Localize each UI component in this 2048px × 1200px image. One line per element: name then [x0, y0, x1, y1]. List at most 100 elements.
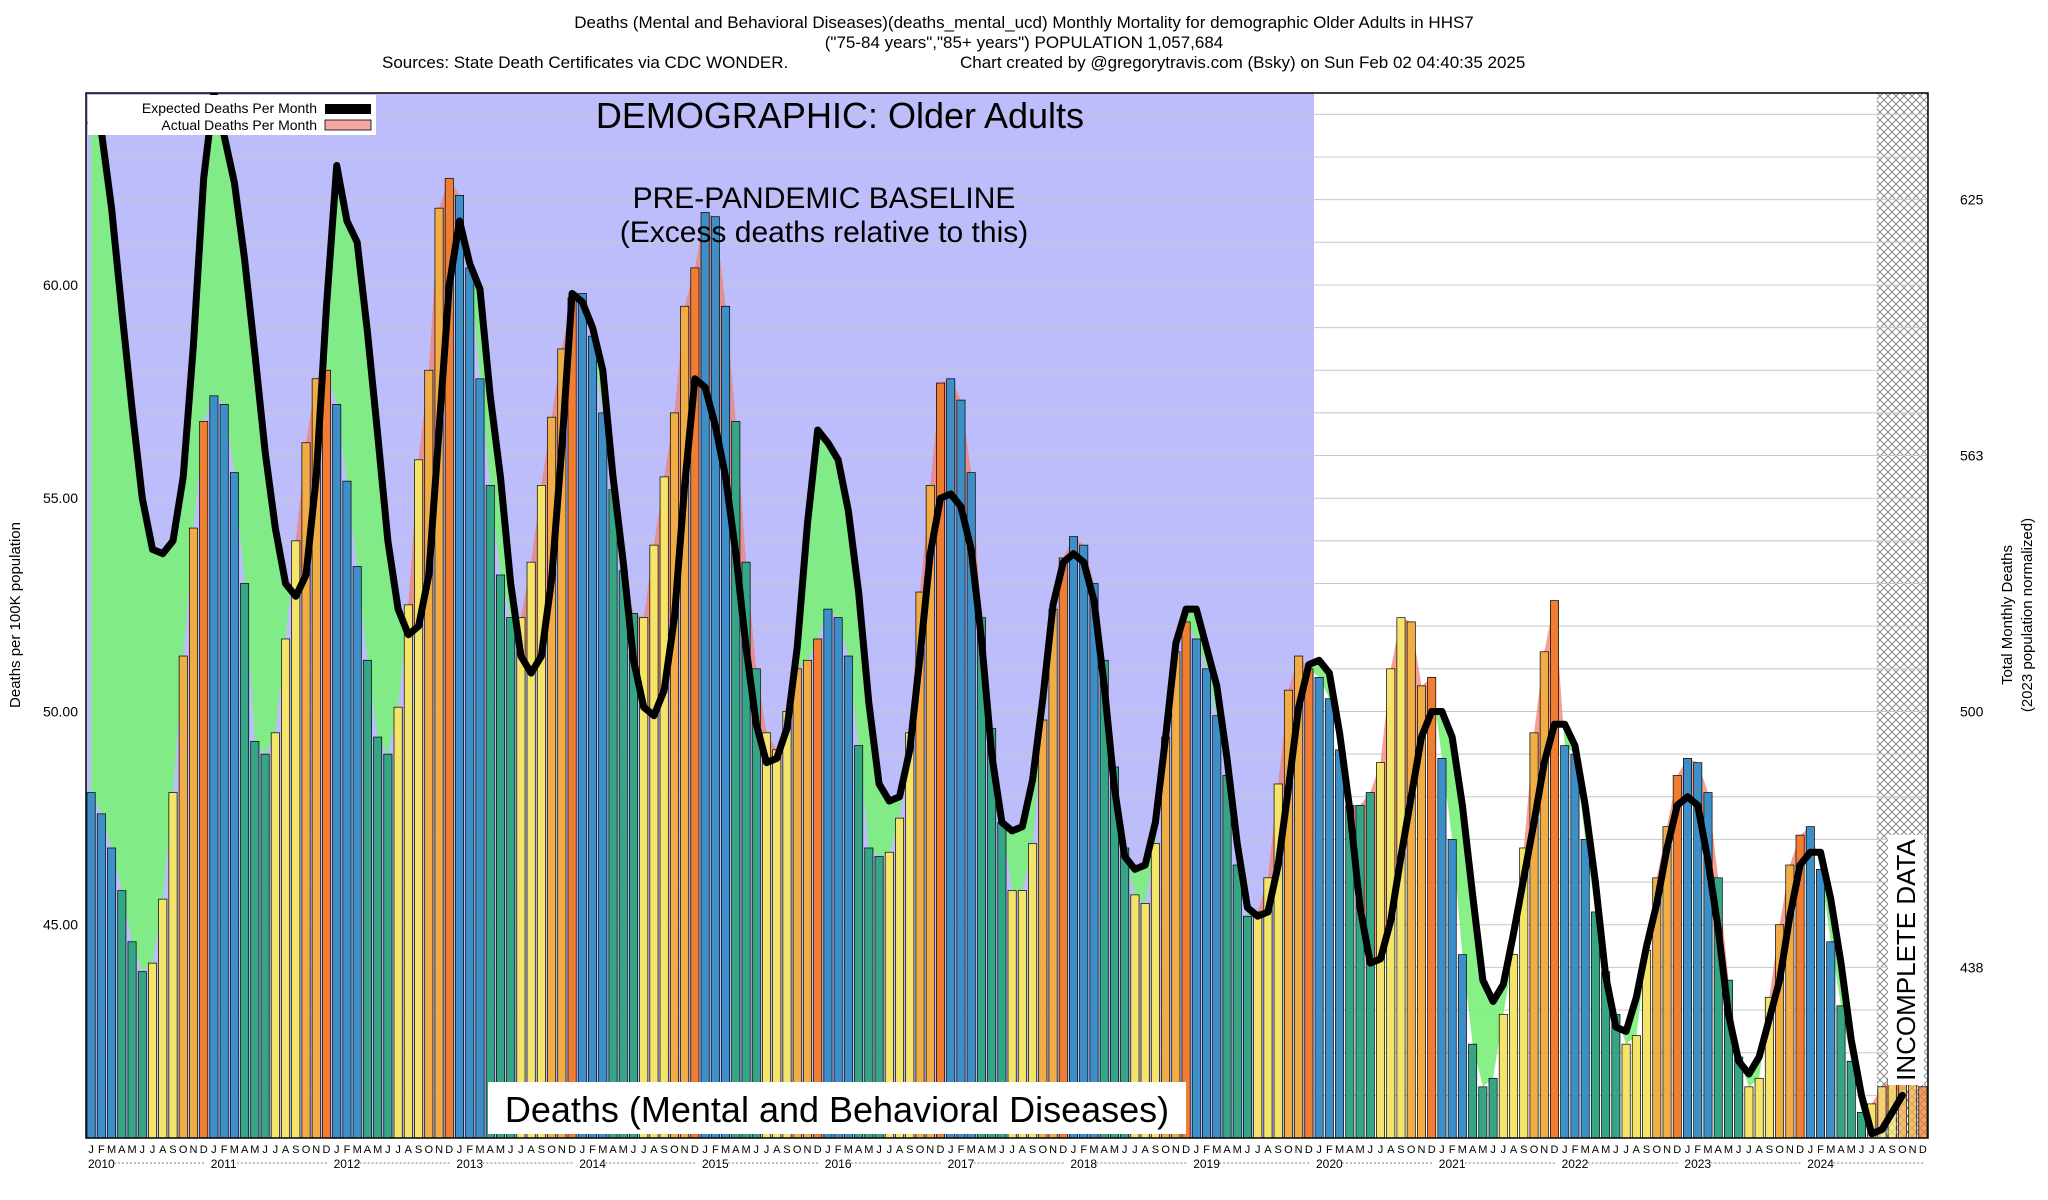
actual-bar: [209, 395, 219, 1138]
actual-bar: [1406, 621, 1416, 1138]
actual-bar: [1478, 1086, 1488, 1138]
x-tick-month-label: A: [1101, 1144, 1109, 1156]
x-tick-month-label: S: [169, 1144, 176, 1156]
x-tick-month-label: J: [1501, 1144, 1507, 1156]
actual-bar: [107, 847, 117, 1138]
actual-bar: [1427, 676, 1437, 1138]
actual-bar: [547, 416, 557, 1138]
actual-bar: [1857, 1112, 1866, 1138]
actual-bar: [1570, 753, 1580, 1138]
actual-bar: [322, 369, 331, 1138]
x-tick-month-label: O: [670, 1144, 679, 1156]
x-tick-month-label: S: [1643, 1144, 1650, 1156]
actual-bar: [117, 890, 127, 1138]
actual-bar: [260, 753, 270, 1138]
y-axis-right-label-line1: Total Monthly Deaths: [1999, 545, 2016, 685]
x-tick-month-label: M: [1581, 1144, 1590, 1156]
baseline-label-line2: (Excess deaths relative to this): [620, 216, 1029, 249]
actual-bar: [434, 207, 444, 1138]
actual-bar: [1703, 792, 1713, 1138]
actual-bar: [598, 412, 608, 1138]
x-tick-month-label: A: [487, 1144, 495, 1156]
x-tick-month-label: A: [773, 1144, 781, 1156]
x-tick-month-label: M: [475, 1144, 484, 1156]
x-tick-month-label: J: [631, 1144, 637, 1156]
actual-bar: [1273, 783, 1283, 1138]
x-tick-month-label: F: [466, 1144, 473, 1156]
actual-bar: [311, 378, 321, 1138]
y-tick-left-label: 55.00: [43, 490, 78, 506]
x-tick-month-label: J: [385, 1144, 391, 1156]
x-tick-month-label: J: [262, 1144, 268, 1156]
actual-bar: [1560, 745, 1570, 1138]
x-tick-month-label: N: [1540, 1144, 1548, 1156]
x-tick-month-label: J: [948, 1144, 954, 1156]
x-tick-month-label: M: [1478, 1144, 1487, 1156]
x-tick-month-label: S: [906, 1144, 913, 1156]
x-tick-month-label: N: [926, 1144, 934, 1156]
actual-bar: [1805, 826, 1815, 1138]
actual-bar: [659, 476, 669, 1138]
x-tick-month-label: F: [1080, 1144, 1087, 1156]
x-tick-month-label: J: [1613, 1144, 1619, 1156]
actual-bar: [966, 472, 976, 1138]
x-tick-month-label: N: [1909, 1144, 1917, 1156]
x-tick-month-label: O: [916, 1144, 925, 1156]
x-tick-month-label: A: [159, 1144, 167, 1156]
x-tick-year-label: 2024: [1807, 1157, 1834, 1171]
actual-bar: [1181, 621, 1191, 1138]
actual-bar: [588, 335, 598, 1138]
actual-bar: [649, 544, 659, 1138]
actual-bar: [751, 668, 761, 1138]
x-tick-month-label: J: [641, 1144, 647, 1156]
x-tick-month-label: D: [1919, 1144, 1927, 1156]
actual-bar: [925, 485, 935, 1138]
actual-bar: [1826, 941, 1836, 1138]
x-tick-month-label: A: [1633, 1144, 1641, 1156]
actual-bar: [1642, 949, 1652, 1138]
actual-bar: [680, 305, 690, 1138]
x-tick-month-label: M: [1110, 1144, 1119, 1156]
x-tick-year-label: 2012: [334, 1157, 361, 1171]
actual-bar: [219, 404, 229, 1138]
x-tick-month-label: A: [1878, 1144, 1886, 1156]
x-tick-month-label: J: [1132, 1144, 1138, 1156]
actual-bar: [168, 792, 178, 1138]
x-tick-month-label: J: [1009, 1144, 1015, 1156]
actual-bar: [1171, 651, 1181, 1138]
actual-bar: [362, 659, 372, 1138]
x-tick-year-label: 2011: [211, 1157, 237, 1171]
x-tick-month-label: J: [876, 1144, 882, 1156]
x-tick-month-label: A: [1837, 1144, 1845, 1156]
x-tick-month-label: N: [558, 1144, 566, 1156]
x-tick-month-label: J: [1194, 1144, 1200, 1156]
x-tick-month-label: F: [1817, 1144, 1824, 1156]
actual-bar: [1672, 775, 1682, 1138]
actual-bar: [506, 617, 516, 1138]
x-tick-year-label: 2016: [825, 1157, 852, 1171]
x-tick-month-label: D: [568, 1144, 576, 1156]
actual-bar: [1652, 877, 1662, 1138]
actual-bar: [915, 591, 925, 1138]
actual-bar: [96, 813, 106, 1138]
x-tick-month-label: M: [598, 1144, 607, 1156]
x-tick-month-label: A: [241, 1144, 249, 1156]
x-tick-month-label: D: [200, 1144, 208, 1156]
actual-bar: [1631, 1035, 1641, 1138]
actual-bar: [1457, 954, 1467, 1138]
actual-bar: [1243, 915, 1252, 1138]
x-tick-month-label: M: [1089, 1144, 1098, 1156]
x-tick-month-label: J: [1378, 1144, 1384, 1156]
x-tick-month-label: J: [508, 1144, 514, 1156]
x-tick-month-label: M: [741, 1144, 750, 1156]
x-tick-month-label: M: [373, 1144, 382, 1156]
x-tick-month-label: A: [1715, 1144, 1723, 1156]
actual-bar: [1335, 749, 1345, 1138]
x-tick-month-label: J: [1808, 1144, 1814, 1156]
actual-bar: [905, 732, 915, 1138]
actual-bar: [833, 617, 843, 1138]
actual-bar: [526, 561, 536, 1138]
x-tick-month-label: F: [1449, 1144, 1456, 1156]
actual-bar: [1058, 557, 1068, 1138]
